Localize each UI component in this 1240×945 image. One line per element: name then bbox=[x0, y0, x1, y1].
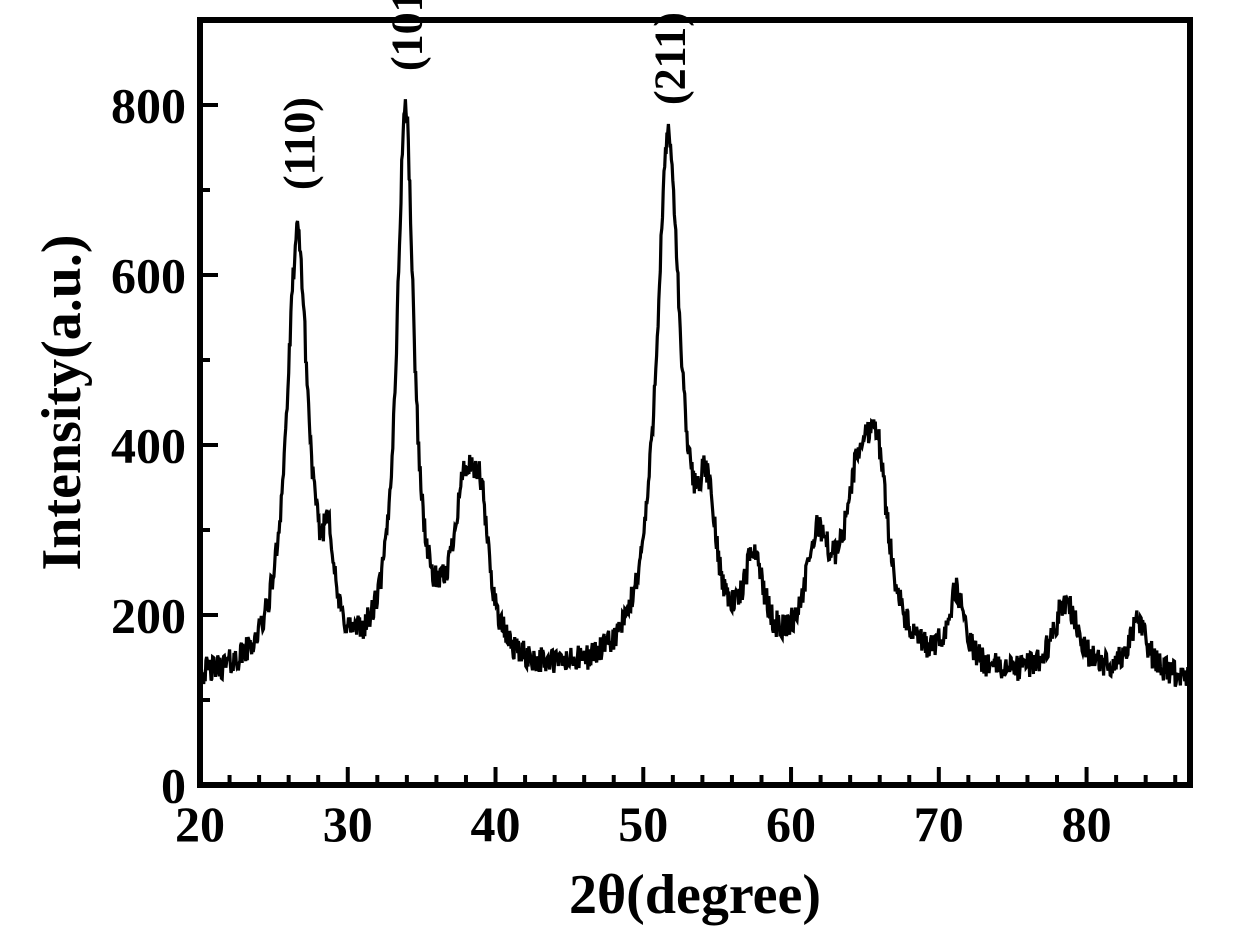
peak-label: (101) bbox=[383, 0, 432, 71]
y-tick-label: 0 bbox=[161, 758, 186, 814]
peak-label: (110) bbox=[275, 97, 324, 190]
x-tick-label: 40 bbox=[471, 796, 521, 852]
x-tick-label: 30 bbox=[323, 796, 373, 852]
x-axis-title: 2θ(degree) bbox=[569, 864, 821, 926]
x-tick-label: 50 bbox=[618, 796, 668, 852]
xrd-trace bbox=[200, 99, 1190, 686]
x-tick-label: 60 bbox=[766, 796, 816, 852]
y-axis-title: Intensity(a.u.) bbox=[31, 234, 93, 570]
y-tick-label: 400 bbox=[111, 418, 186, 474]
y-tick-label: 600 bbox=[111, 248, 186, 304]
y-tick-label: 200 bbox=[111, 588, 186, 644]
plot-border bbox=[200, 20, 1190, 785]
x-tick-label: 70 bbox=[914, 796, 964, 852]
y-tick-label: 800 bbox=[111, 78, 186, 134]
xrd-chart: { "chart":{ "type":"line", "canvas":{"wi… bbox=[0, 0, 1240, 945]
chart-svg: 203040506070802θ(degree)0200400600800Int… bbox=[0, 0, 1240, 945]
peak-label: (211) bbox=[646, 12, 695, 105]
x-tick-label: 80 bbox=[1062, 796, 1112, 852]
